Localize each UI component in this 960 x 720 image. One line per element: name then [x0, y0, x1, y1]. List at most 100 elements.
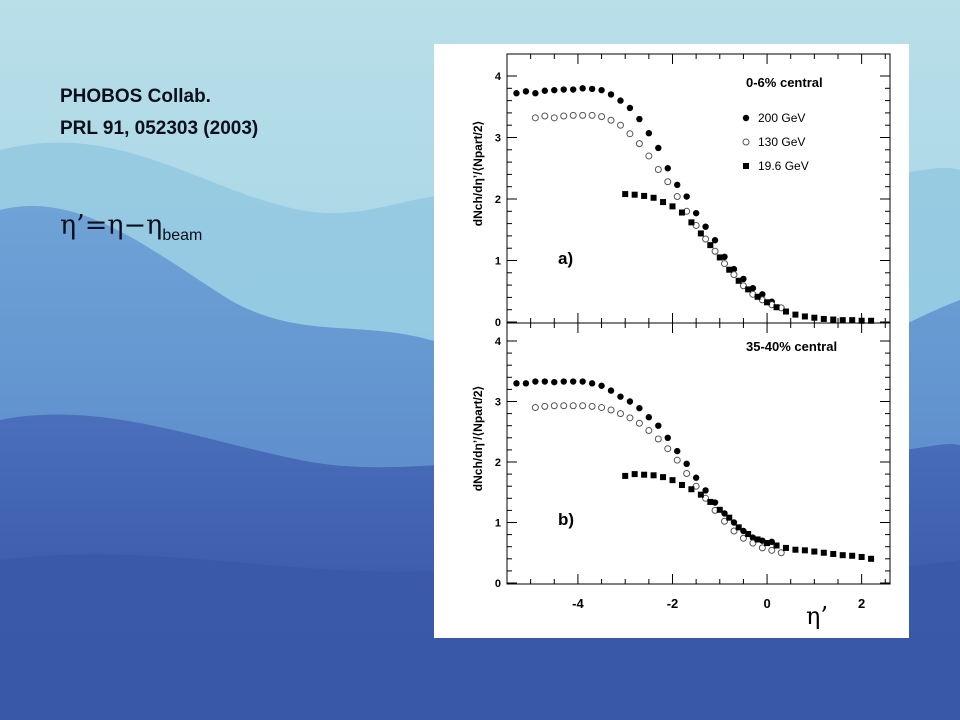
- data-point: [792, 311, 799, 318]
- data-point: [868, 555, 875, 562]
- data-point: [569, 378, 577, 385]
- data-point: [607, 406, 615, 414]
- series-200-gev: [513, 378, 775, 546]
- data-point: [730, 271, 738, 279]
- panel-title: 0-6% central: [746, 75, 823, 90]
- data-point: [792, 546, 799, 553]
- data-point: [711, 499, 719, 506]
- data-point: [801, 547, 808, 554]
- data-point: [650, 472, 657, 479]
- data-point: [726, 514, 733, 521]
- y-tick-label: 4: [495, 71, 502, 83]
- x-tick-label: -4: [572, 596, 584, 611]
- data-point: [754, 536, 761, 543]
- formula-subscript: beam: [162, 227, 203, 244]
- data-point: [759, 537, 766, 544]
- y-tick-label: 3: [495, 397, 501, 409]
- data-point: [716, 506, 723, 513]
- data-point: [674, 181, 681, 189]
- data-point: [773, 542, 780, 549]
- y-tick-label: 2: [495, 194, 501, 206]
- data-point: [697, 230, 704, 237]
- data-point: [588, 380, 596, 387]
- data-point: [683, 193, 690, 200]
- data-point: [688, 486, 695, 493]
- eta-prime-formula: η’=η−ηbeam: [60, 210, 202, 245]
- data-point: [607, 387, 615, 394]
- data-point: [636, 115, 643, 123]
- data-point: [692, 209, 700, 217]
- data-point: [735, 524, 742, 531]
- data-point: [782, 544, 789, 551]
- data-point: [660, 474, 667, 481]
- data-point: [650, 194, 657, 201]
- data-point: [655, 144, 662, 152]
- data-point: [531, 404, 539, 412]
- data-point: [811, 314, 818, 321]
- data-point: [782, 308, 789, 315]
- data-point: [598, 113, 606, 121]
- data-point: [513, 380, 520, 387]
- data-point: [626, 398, 634, 405]
- data-point: [550, 402, 558, 410]
- data-point: [664, 434, 671, 441]
- figure-panel: 0 1 2 3 4 dNch/dη’/⟨Npart/2⟩ 0-6% central a) 200…: [434, 44, 909, 638]
- data-point: [551, 86, 558, 94]
- data-point: [764, 540, 771, 547]
- data-point: [513, 90, 520, 97]
- data-point: [669, 203, 676, 210]
- data-point: [673, 456, 681, 464]
- data-point: [702, 494, 710, 502]
- x-tick-label: -2: [667, 596, 679, 611]
- data-point: [579, 402, 587, 410]
- data-point: [858, 317, 865, 324]
- data-point: [532, 378, 539, 385]
- data-point: [588, 402, 596, 410]
- data-point: [560, 402, 568, 410]
- data-point: [707, 242, 714, 249]
- data-point: [739, 282, 747, 290]
- data-point: [645, 129, 653, 137]
- data-point: [531, 114, 539, 122]
- reference-collaboration: PHOBOS Collab.: [60, 86, 211, 107]
- data-point: [560, 378, 567, 385]
- data-point: [579, 85, 586, 92]
- data-point: [569, 402, 577, 410]
- data-point: [678, 481, 685, 488]
- data-point: [749, 534, 757, 541]
- data-point: [541, 402, 549, 410]
- data-point: [811, 548, 818, 555]
- data-point: [622, 191, 629, 198]
- formula-main: η’=η−η: [60, 210, 163, 241]
- data-point: [820, 549, 827, 556]
- data-point: [697, 491, 704, 498]
- data-point: [839, 317, 846, 324]
- legend-marker: [742, 138, 750, 146]
- data-point: [654, 165, 662, 173]
- series-19-6-gev: [622, 471, 875, 562]
- data-point: [641, 471, 648, 478]
- data-point: [607, 91, 615, 98]
- data-point: [858, 553, 865, 560]
- data-point: [636, 404, 643, 412]
- data-point: [579, 378, 586, 385]
- data-point: [735, 277, 742, 284]
- data-point: [626, 414, 634, 422]
- data-point: [569, 86, 577, 93]
- data-point: [730, 527, 738, 535]
- data-point: [617, 97, 624, 104]
- data-point: [730, 519, 738, 526]
- data-point: [560, 86, 567, 93]
- data-point: [626, 130, 634, 138]
- data-point: [721, 510, 728, 517]
- data-point: [692, 221, 700, 229]
- data-point: [569, 111, 577, 119]
- data-point: [522, 380, 530, 387]
- data-point: [673, 193, 681, 201]
- data-point: [740, 527, 747, 535]
- data-point: [598, 382, 605, 389]
- plot-frame: [506, 53, 891, 324]
- data-point: [849, 552, 856, 559]
- legend-label: 19.6 GeV: [758, 159, 809, 173]
